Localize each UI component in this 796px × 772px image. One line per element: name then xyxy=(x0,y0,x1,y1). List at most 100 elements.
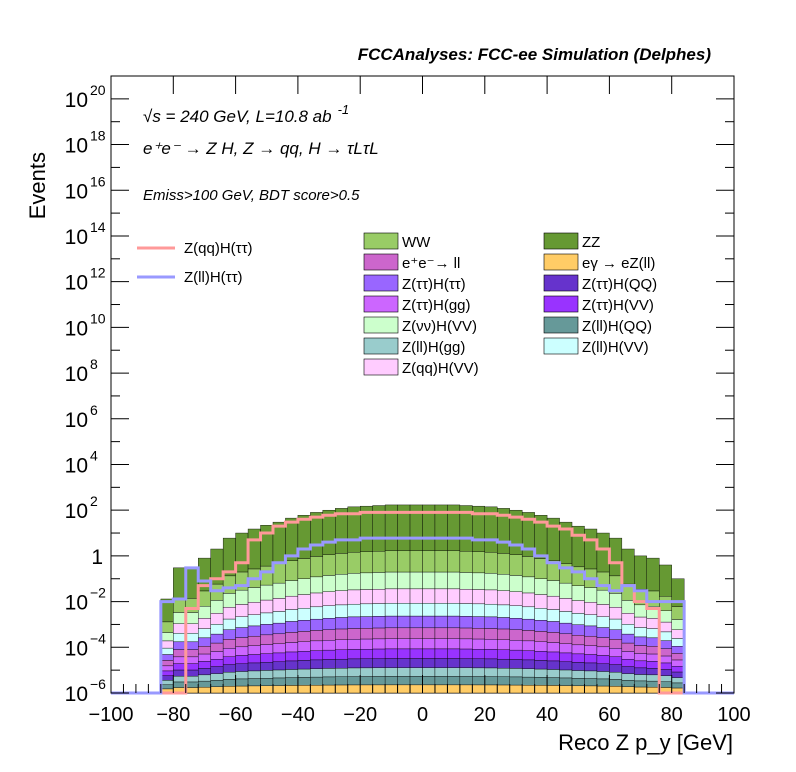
stack-bin-band xyxy=(185,567,199,599)
background-legend-label: Z(ll)H(VV) xyxy=(582,339,649,356)
stack-bin-band xyxy=(235,685,249,694)
stack-bin-band xyxy=(160,665,174,672)
stack-bin-band xyxy=(447,603,461,617)
stack-bin-band xyxy=(546,669,560,678)
stack-bin-band xyxy=(546,642,560,653)
stack-bin-band xyxy=(447,588,461,604)
stack-bin-band xyxy=(372,627,386,640)
stack-bin-band xyxy=(634,667,647,675)
stack-bin-band xyxy=(198,680,211,688)
stack-bin-band xyxy=(434,667,448,677)
stack-bin-band xyxy=(247,614,261,627)
stack-bin-band xyxy=(571,585,585,601)
stack-bin-band xyxy=(222,593,236,608)
stack-bin-band xyxy=(422,627,436,639)
stack-bin-band xyxy=(671,646,685,654)
stack-bin-band xyxy=(285,517,299,561)
stack-bin-band xyxy=(534,620,548,632)
stack-bin-band xyxy=(459,648,473,659)
stack-bin-band xyxy=(247,625,261,637)
background-legend-swatch xyxy=(543,232,579,250)
stack-bin-band xyxy=(509,554,523,576)
stack-bin-band xyxy=(185,687,199,694)
stack-bin-band xyxy=(459,589,473,604)
stack-bin-band xyxy=(285,651,299,662)
stack-bin-band xyxy=(409,658,423,668)
background-legend-label: Z(ll)H(QQ) xyxy=(582,318,652,335)
y-tick-label: 10 xyxy=(65,454,88,477)
stack-bin-band xyxy=(571,653,585,663)
stack-bin-band xyxy=(173,675,186,683)
stack-bin-band xyxy=(621,686,635,694)
stack-bin-band xyxy=(347,603,361,618)
y-tick-exponent: −2 xyxy=(90,585,106,601)
background-legend: WW ZZ e⁺e⁻→ ll eγ → eZ(ll) Z(ττ)H(ττ) Z(ττ)H(… xyxy=(363,232,657,377)
stack-bin-band xyxy=(534,608,548,621)
stack-bin-band xyxy=(459,684,473,694)
stack-bin-band xyxy=(646,646,660,655)
stack-bin-band xyxy=(546,517,560,561)
stack-bin-band xyxy=(459,658,473,669)
stack-bin-band xyxy=(546,660,560,670)
stack-bin-band xyxy=(659,640,672,649)
stack-bin-band xyxy=(659,648,672,657)
stack-bin-band xyxy=(584,587,598,603)
stack-bin-band xyxy=(173,641,186,650)
stack-bin-band xyxy=(459,638,473,650)
stack-bin-band xyxy=(297,631,311,642)
stack-bin-band xyxy=(484,658,498,669)
x-tick-label: −100 xyxy=(88,704,133,726)
stack-bin-band xyxy=(659,655,672,664)
stack-bin-band xyxy=(497,658,510,669)
background-legend-label: ZZ xyxy=(582,234,600,251)
axis-ticks: −100 −80 −60 −40 −20 0 20 40 60 80 10010−610−410−2… xyxy=(65,76,751,726)
y-axis-title: Events xyxy=(25,152,50,219)
stack-bin-band xyxy=(596,589,610,605)
stack-bin-band xyxy=(447,676,461,686)
stack-bin-band xyxy=(509,575,523,592)
stack-bin-band xyxy=(447,571,461,590)
stack-bin-band xyxy=(210,624,224,635)
stack-bin-band xyxy=(297,620,311,632)
y-tick-label: 10 xyxy=(65,180,88,203)
stack-bin-band xyxy=(484,603,498,618)
signal-legend-label: Z(qq)H(ττ) xyxy=(184,240,253,257)
stack-bin-band xyxy=(634,645,647,654)
stack-bin-band xyxy=(409,648,423,659)
stack-bin-band xyxy=(360,667,373,677)
stack-bin-band xyxy=(659,564,672,597)
stack-bin-band xyxy=(671,677,685,684)
stack-bin-band xyxy=(222,618,236,630)
background-legend-label: Z(ττ)H(gg) xyxy=(402,297,471,314)
stack-bin-band xyxy=(434,658,448,668)
background-legend-swatch xyxy=(363,295,399,313)
stack-bin-band xyxy=(621,673,635,681)
stack-bin-band xyxy=(384,684,398,694)
stack-bin-band xyxy=(297,558,311,579)
stack-bin-band xyxy=(596,646,610,656)
stack-bin-band xyxy=(584,528,598,570)
stack-bin-band xyxy=(210,659,224,667)
y-tick-base: 10 xyxy=(65,89,88,112)
stack-bin-band xyxy=(447,658,461,668)
stack-bin-band xyxy=(322,684,336,694)
stack-bin-band xyxy=(335,676,348,686)
x-tick-label: 20 xyxy=(474,704,496,726)
stack-bin-band xyxy=(559,633,573,644)
stack-bin-band xyxy=(559,685,573,694)
stack-bin-band xyxy=(509,659,523,669)
stack-bin-band xyxy=(260,662,274,671)
x-tick-label: 0 xyxy=(417,704,428,726)
y-tick-base: 10 xyxy=(65,272,88,295)
stack-bin-band xyxy=(335,590,348,606)
stack-bin-band xyxy=(534,660,548,670)
stack-bin-band xyxy=(322,668,336,678)
x-tick-label: 100 xyxy=(717,704,750,726)
stack-bin-band xyxy=(521,606,535,620)
stack-bin-band xyxy=(272,652,286,662)
stack-bin-band xyxy=(285,660,299,670)
stack-bin-band xyxy=(459,603,473,617)
stack-bin-band xyxy=(322,640,336,651)
stack-bin-band xyxy=(434,603,448,617)
stack-bin-band xyxy=(247,662,261,672)
